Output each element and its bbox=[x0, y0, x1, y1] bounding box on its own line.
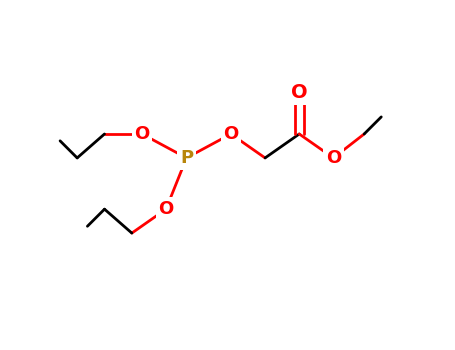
Text: P: P bbox=[180, 149, 193, 167]
Text: O: O bbox=[223, 125, 238, 143]
Text: O: O bbox=[135, 125, 150, 143]
Text: O: O bbox=[326, 149, 341, 167]
Text: O: O bbox=[291, 84, 308, 103]
Text: O: O bbox=[158, 200, 174, 218]
